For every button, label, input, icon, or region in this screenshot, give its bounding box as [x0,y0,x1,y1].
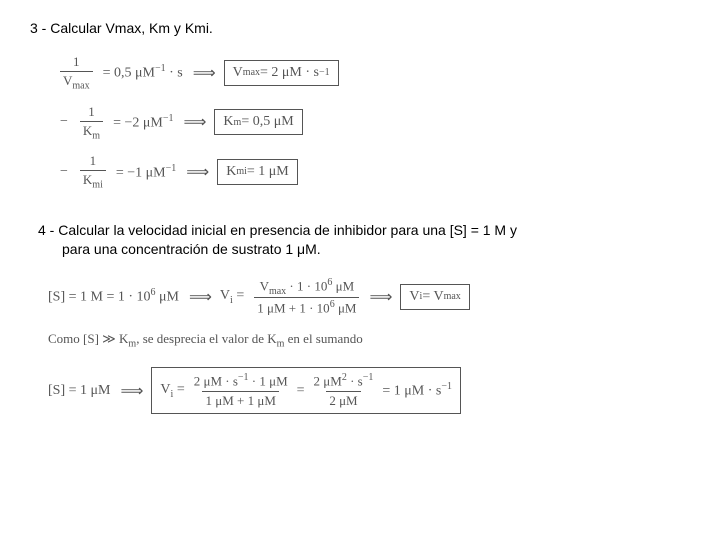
eq1-num: 1 [70,54,83,71]
eq3-rhs: = −1 μM−1 [116,163,176,182]
eq4a-vi: Vi = [220,288,244,306]
arrow-icon: ⟹ [189,287,210,307]
eq2-den: Km [80,121,103,142]
eq1-box: Vmax = 2 μM · s−1 [224,60,339,86]
eq4a-frac-den: 1 μM + 1 · 106 μM [254,297,359,316]
arrow-icon: ⟹ [369,287,390,307]
equation-4a: [S] = 1 M = 1 · 106 μM ⟹ Vi = Vmax · 1 ·… [48,277,690,317]
heading-4-line1: 4 - Calcular la velocidad inicial en pre… [38,221,690,240]
arrow-icon: ⟹ [186,162,207,182]
eq1-rhs: = 0,5 μM−1 · s [103,63,183,82]
eq3-box: Kmi = 1 μM [217,159,298,185]
eq1-den: Vmax [60,71,93,92]
eq2-box: Km = 0,5 μM [214,109,302,135]
eq2-rhs: = −2 μM−1 [113,113,173,132]
arrow-icon: ⟹ [120,381,141,401]
heading-3: 3 - Calcular Vmax, Km y Kmi. [30,20,690,36]
equation-2: − 1 Km = −2 μM−1 ⟹ Km = 0,5 μM [60,104,690,142]
eq4a-frac-num: Vmax · 1 · 106 μM [257,277,358,298]
eq2-neg: − [60,114,68,130]
eq4a-box: Vi = Vmax [400,284,469,310]
equation-4b: [S] = 1 μM ⟹ Vi = 2 μM · s−1 · 1 μM 1 μM… [48,367,690,413]
arrow-icon: ⟹ [193,63,214,83]
equation-1: 1 Vmax = 0,5 μM−1 · s ⟹ Vmax = 2 μM · s−… [60,54,690,92]
heading-4: 4 - Calcular la velocidad inicial en pre… [38,221,690,259]
note-text: Como [S] ≫ Km, se desprecia el valor de … [48,331,690,350]
eq4b-box: Vi = 2 μM · s−1 · 1 μM 1 μM + 1 μM = 2 μ… [151,367,461,413]
eq4b-s: [S] = 1 μM [48,383,110,399]
eq4a-s: [S] = 1 M = 1 · 106 μM [48,287,179,306]
eq3-num: 1 [87,153,100,170]
equation-3: − 1 Kmi = −1 μM−1 ⟹ Kmi = 1 μM [60,153,690,191]
heading-4-line2: para una concentración de sustrato 1 μM. [38,240,690,259]
eq3-neg: − [60,164,68,180]
eq3-den: Kmi [80,170,106,191]
eq2-num: 1 [85,104,98,121]
arrow-icon: ⟹ [183,112,204,132]
